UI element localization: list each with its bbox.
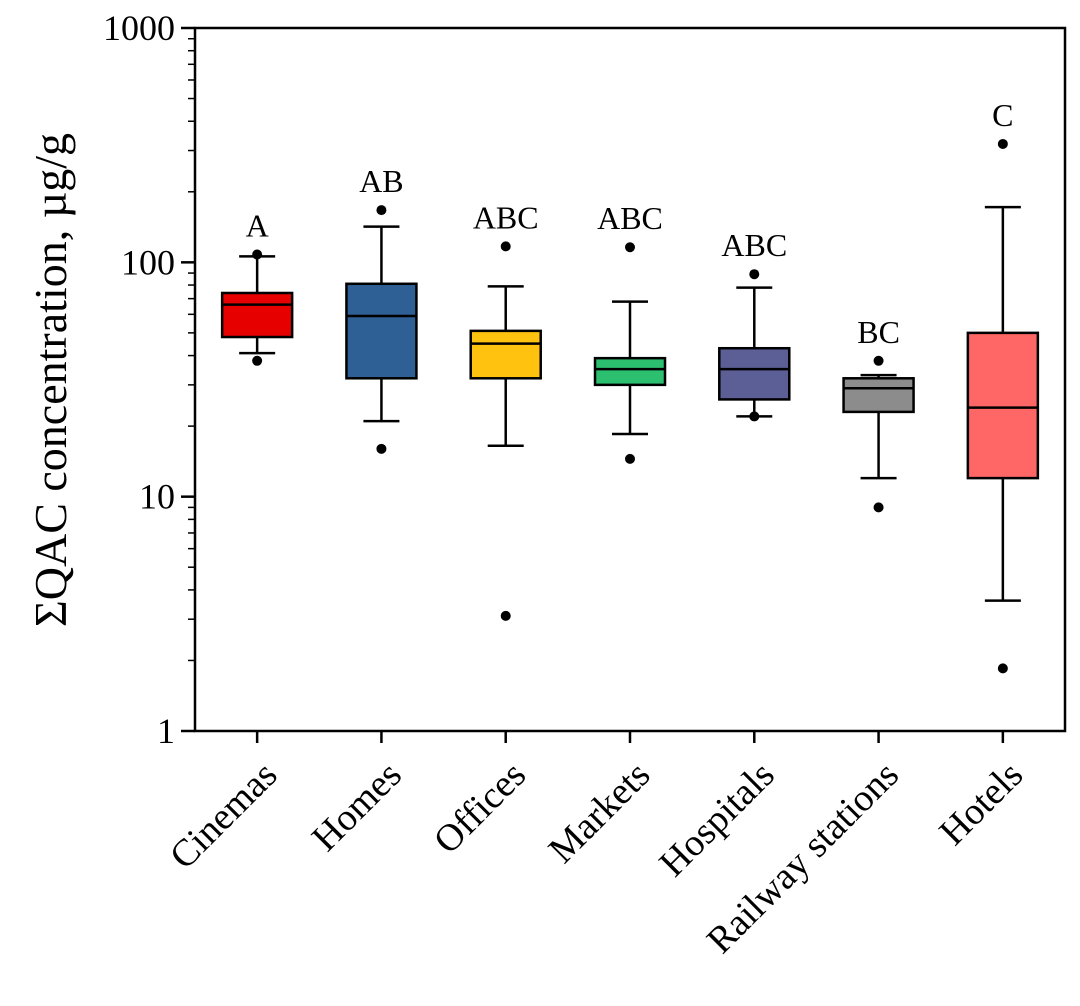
outlier-point: [873, 502, 884, 513]
box-offices: ABC: [469, 199, 542, 621]
outlier-point: [749, 269, 760, 280]
x-category-label: Cinemas: [162, 754, 286, 878]
iqr-box: [220, 291, 294, 339]
outlier-point: [500, 241, 511, 252]
outlier-point: [500, 610, 511, 621]
outlier-point: [873, 355, 884, 366]
significance-group-label: AB: [359, 163, 403, 199]
y-tick-label: 10: [139, 477, 175, 517]
iqr-box: [593, 356, 667, 387]
iqr-box: [842, 377, 915, 414]
x-category-label: Homes: [304, 754, 410, 860]
iqr-box: [718, 346, 791, 401]
outlier-point: [252, 355, 263, 366]
x-axis: Cinemas Homes Offices MarketsHospitalsRailw…: [162, 731, 1031, 962]
x-category-label: Hotels: [931, 754, 1031, 854]
box-hotels: C: [966, 97, 1040, 674]
y-tick-label: 1: [157, 711, 175, 751]
significance-group-label: A: [246, 208, 269, 244]
box-markets: ABC: [593, 200, 667, 464]
box-homes: AB: [345, 163, 418, 454]
y-axis-title: ΣQAC concentration, µg/g: [25, 133, 76, 627]
y-axis: 1 10 100 1000: [103, 8, 195, 751]
outlier-point: [749, 411, 760, 422]
significance-group-label: ABC: [721, 227, 787, 263]
iqr-box: [469, 329, 542, 380]
outlier-point: [625, 453, 635, 464]
x-category-label: Hospitals: [651, 754, 782, 885]
significance-group-label: ABC: [597, 200, 663, 236]
x-category-label: Markets: [541, 754, 659, 872]
box-series: A AB ABC ABC ABC BC C: [220, 97, 1040, 674]
significance-group-label: C: [992, 97, 1013, 133]
iqr-box: [966, 331, 1040, 480]
outlier-point: [997, 663, 1008, 674]
outlier-point: [376, 205, 387, 216]
outlier-point: [376, 443, 387, 454]
box-railway-stations: BC: [842, 314, 915, 513]
significance-group-label: ABC: [473, 199, 539, 235]
outlier-point: [997, 138, 1008, 149]
y-tick-label: 100: [121, 242, 175, 282]
outlier-point: [625, 242, 635, 253]
significance-group-label: BC: [857, 314, 900, 350]
iqr-box: [345, 282, 418, 380]
outlier-point: [252, 249, 263, 260]
box-hospitals: ABC: [718, 227, 791, 422]
y-tick-label: 1000: [103, 8, 175, 48]
x-category-label: Offices: [426, 754, 534, 862]
box-cinemas: A: [220, 208, 294, 366]
